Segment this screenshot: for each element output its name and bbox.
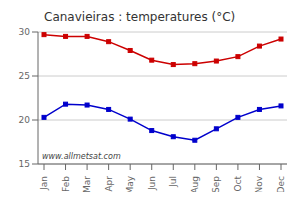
svg-text:15: 15 (19, 159, 30, 169)
html-text:www.allmetsat.com: www.allmetsat.com (42, 152, 121, 161)
svg-text:Apr: Apr (104, 176, 114, 192)
svg-text:May: May (125, 175, 135, 192)
svg-text:Feb: Feb (61, 176, 71, 192)
svg-text:Nov: Nov (254, 175, 264, 192)
svg-text:Jan: Jan (39, 176, 49, 191)
svg-text:Oct: Oct (233, 176, 243, 192)
svg-text:Aug: Aug (190, 176, 200, 192)
svg-text:Mar: Mar (82, 176, 92, 192)
svg-text:30: 30 (19, 27, 31, 37)
svg-text:25: 25 (19, 71, 30, 81)
html-text:Canavieiras : temperatures (°C: Canavieiras : temperatures (°C) (44, 10, 236, 24)
svg-text:Sep: Sep (211, 176, 221, 192)
svg-text:20: 20 (19, 115, 31, 125)
svg-text:Jul: Jul (168, 176, 178, 188)
svg-text:Jun: Jun (147, 176, 157, 191)
svg-text:Dec: Dec (276, 176, 286, 192)
